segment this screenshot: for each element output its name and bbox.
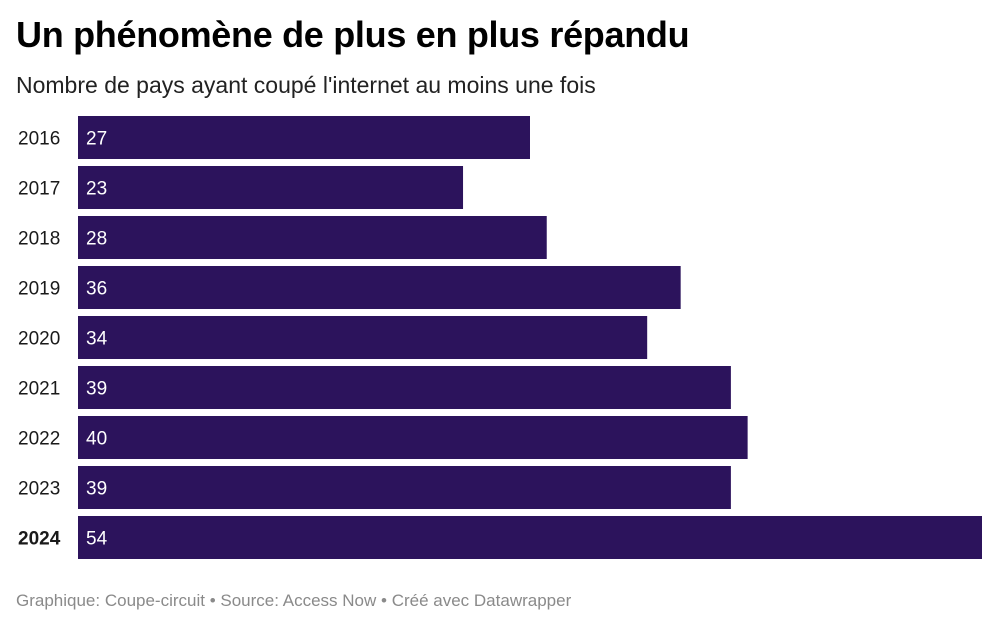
value-label: 39 — [86, 479, 107, 500]
chart-title: Un phénomène de plus en plus répandu — [16, 14, 690, 55]
footer-source: Source: Access Now — [220, 591, 377, 610]
value-label: 36 — [86, 279, 107, 300]
bar-2018 — [78, 216, 547, 259]
value-label: 39 — [86, 379, 107, 400]
category-label: 2017 — [18, 179, 60, 200]
category-label: 2019 — [18, 279, 60, 300]
footer-separator: • — [376, 591, 392, 610]
bar-2017 — [78, 166, 464, 209]
bar-2019 — [78, 266, 681, 309]
chart-subtitle: Nombre de pays ayant coupé l'internet au… — [16, 72, 596, 98]
chart-footer: Graphique: Coupe-circuit • Source: Acces… — [16, 591, 571, 611]
category-label: 2018 — [18, 229, 60, 250]
bar-2021 — [78, 366, 731, 409]
value-label: 27 — [86, 129, 107, 150]
category-label: 2020 — [18, 329, 60, 350]
value-label: 28 — [86, 229, 107, 250]
value-label: 54 — [86, 529, 108, 550]
category-label: 2016 — [18, 129, 60, 150]
bar-2024 — [78, 516, 982, 559]
category-label: 2024 — [18, 529, 61, 550]
value-label: 23 — [86, 179, 107, 200]
footer-separator: • — [204, 591, 221, 610]
bar-2016 — [78, 116, 530, 159]
value-label: 40 — [86, 429, 107, 450]
bar-2023 — [78, 466, 731, 509]
bar-2022 — [78, 416, 748, 459]
value-label: 34 — [86, 329, 108, 350]
bar-chart: 2016 27 2017 23 2018 28 2019 36 2020 34 2021 39 2022… — [18, 116, 982, 559]
category-label: 2022 — [18, 429, 60, 450]
category-label: 2021 — [18, 379, 60, 400]
category-label: 2023 — [18, 479, 60, 500]
bar-2020 — [78, 316, 648, 359]
footer-credit: Graphique: Coupe-circuit — [16, 591, 205, 610]
footer-tool: Créé avec Datawrapper — [391, 591, 572, 610]
